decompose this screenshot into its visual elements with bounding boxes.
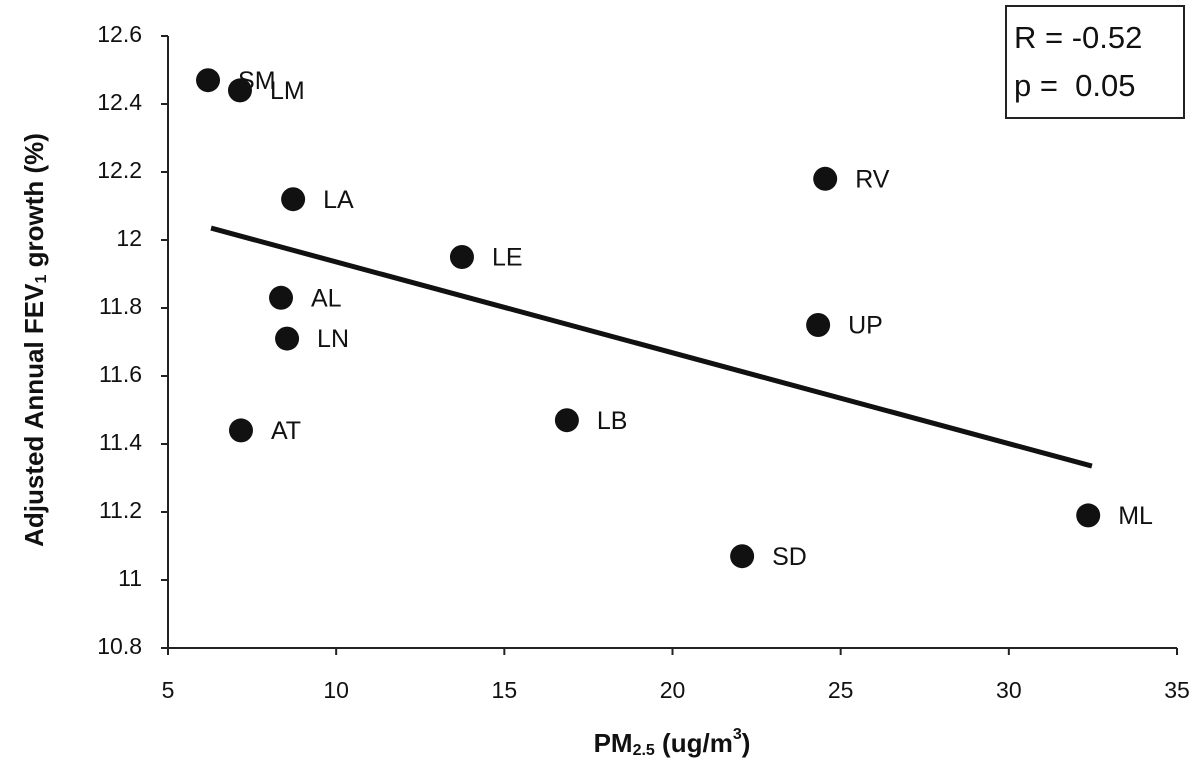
y-title-rest: growth (%) bbox=[19, 133, 49, 275]
point bbox=[554, 408, 579, 433]
x-title-sup: 3 bbox=[733, 726, 742, 743]
point-label: AT bbox=[271, 417, 301, 445]
x-title-main: PM bbox=[594, 728, 633, 758]
point bbox=[269, 285, 294, 310]
point bbox=[806, 313, 831, 337]
point-label: LM bbox=[270, 77, 305, 105]
x-tick-label: 5 bbox=[162, 677, 175, 703]
y-axis-title: Adjusted Annual FEV1 growth (%) bbox=[19, 133, 50, 547]
y-tick-label: 11.6 bbox=[99, 361, 142, 387]
y-tick-label: 10.8 bbox=[97, 633, 142, 659]
y-tick-label: 12.6 bbox=[97, 21, 142, 47]
point-label: RV bbox=[855, 165, 890, 193]
point bbox=[1076, 503, 1101, 528]
y-tick-label: 12.2 bbox=[97, 157, 142, 183]
x-tick-label: 10 bbox=[323, 677, 349, 703]
x-title-rest: (ug/m bbox=[655, 728, 733, 758]
point bbox=[449, 245, 474, 269]
y-title-main: Adjusted Annual FEV bbox=[19, 283, 49, 547]
point-label: LN bbox=[317, 325, 349, 353]
y-tick-label: 11.8 bbox=[99, 293, 142, 319]
stat-r: R = -0.52 bbox=[1014, 20, 1142, 55]
x-title-sub: 2.5 bbox=[633, 742, 655, 759]
x-tick-label: 35 bbox=[1164, 677, 1190, 703]
point-label: ML bbox=[1118, 502, 1153, 530]
x-tick-label: 30 bbox=[996, 677, 1022, 703]
point bbox=[227, 78, 252, 103]
y-tick-label: 11 bbox=[118, 565, 142, 591]
y-tick-label: 11.2 bbox=[99, 497, 142, 523]
x-title-end: ) bbox=[742, 728, 751, 758]
x-tick-label: 15 bbox=[492, 677, 518, 703]
x-tick-label: 25 bbox=[828, 677, 854, 703]
point bbox=[275, 326, 300, 351]
trend-line bbox=[210, 225, 1093, 469]
point bbox=[196, 68, 221, 93]
point bbox=[813, 166, 838, 191]
point-label: UP bbox=[848, 312, 883, 340]
stat-p: p = 0.05 bbox=[1014, 68, 1136, 103]
point bbox=[730, 544, 755, 569]
stats-box bbox=[1005, 5, 1185, 119]
point-label: LB bbox=[597, 407, 628, 435]
point-label: LE bbox=[492, 244, 523, 272]
x-axis-title: PM2.5 (ug/m3) bbox=[594, 726, 751, 759]
point bbox=[228, 418, 253, 443]
y-title-sub: 1 bbox=[33, 275, 50, 284]
point-label: SD bbox=[772, 543, 807, 571]
y-tick-label: 12 bbox=[116, 225, 142, 251]
x-tick-label: 20 bbox=[660, 677, 686, 703]
y-tick-label: 11.4 bbox=[99, 429, 142, 455]
y-tick-label: 12.4 bbox=[97, 89, 142, 115]
point bbox=[281, 187, 306, 212]
point-label: LA bbox=[323, 186, 354, 214]
point-label: AL bbox=[311, 284, 342, 312]
